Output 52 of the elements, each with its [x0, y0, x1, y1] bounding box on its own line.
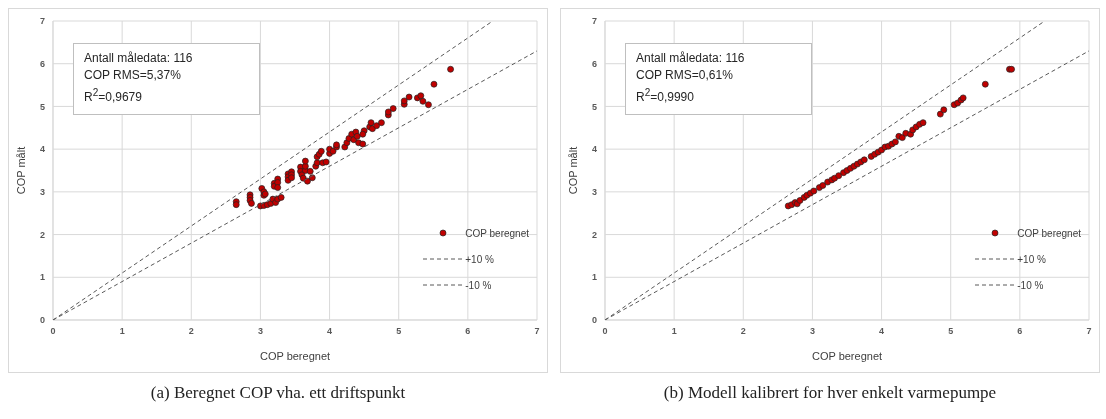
y-tick-label: 3	[591, 187, 597, 198]
x-tick-label: 6	[465, 326, 471, 337]
y-tick-label: 4	[39, 144, 45, 155]
annotation: COP RMS=5,37%	[84, 67, 182, 84]
annotation: COP RMS=0,61%	[636, 67, 734, 84]
y-tick-label: 6	[591, 58, 597, 69]
text: (a) Beregnet COP vha. ett driftspunkt	[149, 383, 407, 403]
legend-label: COP beregnet	[1017, 227, 1081, 239]
y-tick-label: 6	[39, 58, 45, 69]
x-tick-label: 7	[534, 326, 540, 337]
y-tick-label: 3	[39, 187, 45, 198]
legend-label: COP beregnet	[465, 227, 529, 239]
x-tick-label: 4	[879, 326, 885, 337]
y-tick-label: 7	[591, 16, 597, 27]
legend-label: +10 %	[1017, 253, 1046, 265]
y-tick-label: 5	[591, 101, 597, 112]
x-tick-label: 2	[740, 326, 746, 337]
legend-label: -10 %	[1017, 279, 1044, 291]
y-tick-label: 0	[591, 315, 597, 326]
x-tick-label: 2	[188, 326, 194, 337]
y-tick-label: 4	[591, 144, 597, 155]
annotation: Antall måledata: 116	[84, 50, 194, 67]
y-tick-label: 7	[39, 16, 45, 27]
text: (b) Modell kalibrert for hver enkelt varmepumpe	[662, 383, 998, 403]
annotation: R$^{2}$=0,9990	[636, 86, 695, 106]
text-box: Antall måledata: 116 COP RMS=0,61% R$^{2}$=0,9990	[625, 43, 812, 115]
x-axis-title: COP beregnet	[259, 350, 331, 362]
x-tick-label: 4	[327, 326, 333, 337]
x-tick-label: 7	[1086, 326, 1092, 337]
x-axis-title: COP beregnet	[811, 350, 883, 362]
x-tick-label: 6	[1017, 326, 1023, 337]
x-tick-label: 0	[602, 326, 608, 337]
y-axis-title: COP målt	[14, 146, 27, 195]
annotation: R$^{2}$=0,9679	[84, 86, 143, 106]
x-tick-label: 3	[257, 326, 263, 337]
x-tick-label: 0	[50, 326, 56, 337]
x-tick-label: 1	[119, 326, 125, 337]
x-tick-label: 1	[671, 326, 677, 337]
y-tick-label: 1	[591, 272, 597, 283]
x-tick-label: 5	[948, 326, 954, 337]
legend-label: -10 %	[465, 279, 492, 291]
x-tick-label: 3	[809, 326, 815, 337]
text-box: Antall måledata: 116 COP RMS=5,37% R$^{2}$=0,9679	[73, 43, 260, 115]
legend-label: +10 %	[465, 253, 494, 265]
y-tick-label: 2	[591, 229, 597, 240]
y-axis-title: COP målt	[566, 146, 579, 195]
x-tick-label: 5	[396, 326, 402, 337]
y-tick-label: 2	[39, 229, 45, 240]
y-tick-label: 5	[39, 101, 45, 112]
y-tick-label: 0	[39, 315, 45, 326]
annotation: Antall måledata: 116	[636, 50, 746, 67]
y-tick-label: 1	[39, 272, 45, 283]
